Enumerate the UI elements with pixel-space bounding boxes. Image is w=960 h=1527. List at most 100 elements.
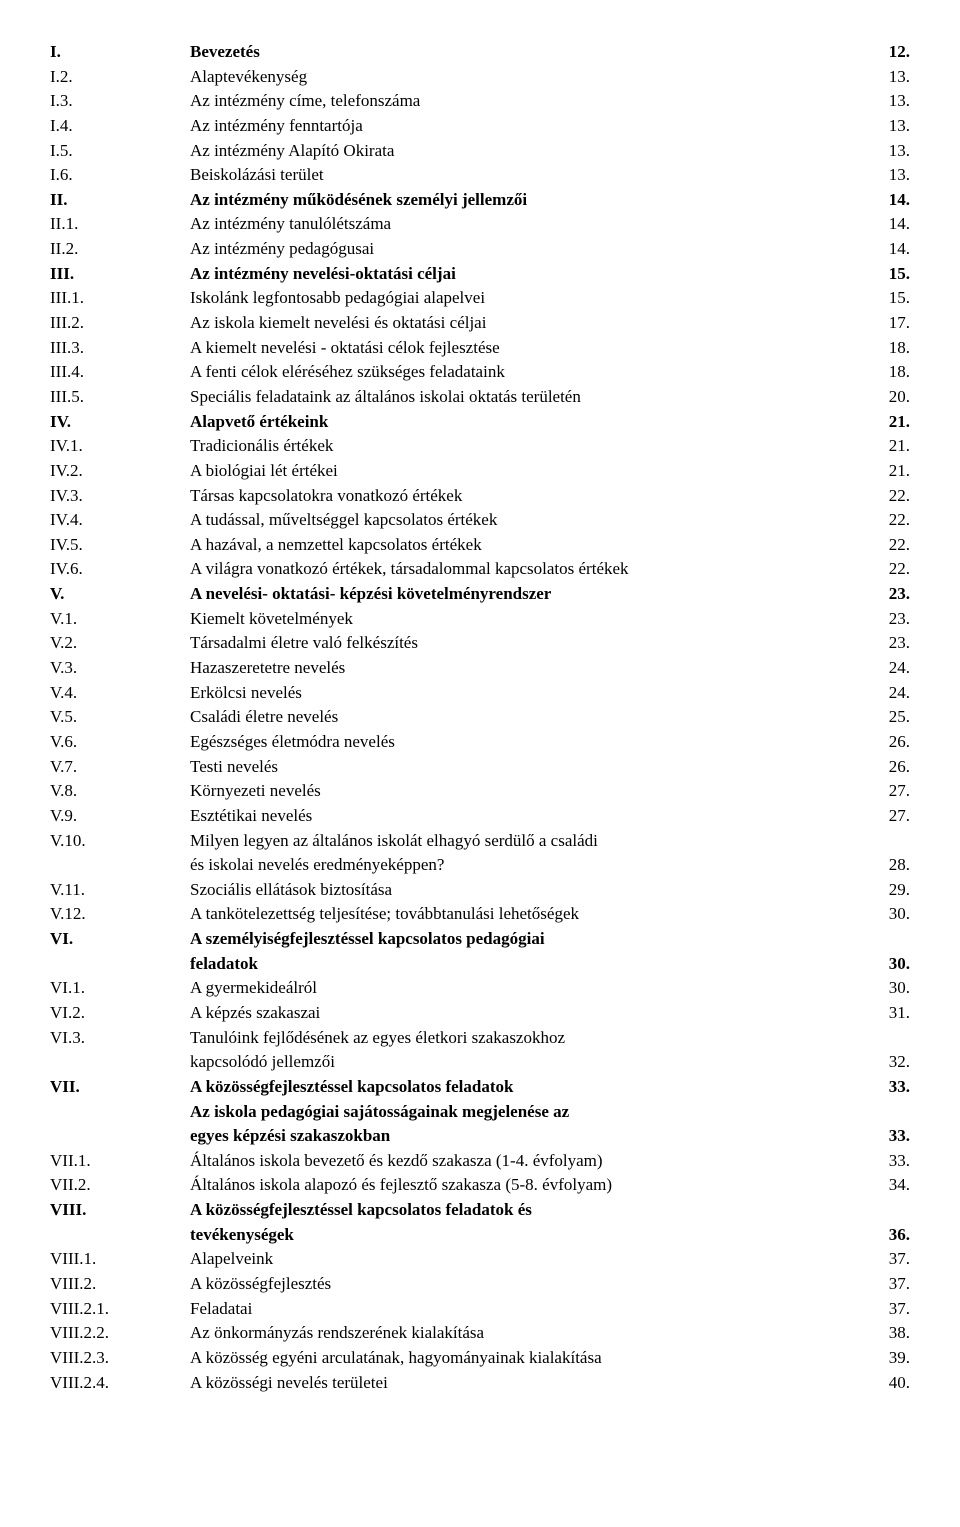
toc-page-number: 15. xyxy=(860,262,910,287)
toc-row: III.Az intézmény nevelési-oktatási célja… xyxy=(50,262,910,287)
toc-page-number: 15. xyxy=(860,286,910,311)
toc-row: V.1.Kiemelt követelmények23. xyxy=(50,607,910,632)
toc-page-number: 23. xyxy=(860,582,910,607)
toc-row: Az iskola pedagógiai sajátosságainak meg… xyxy=(50,1100,910,1125)
toc-page-number: 27. xyxy=(860,779,910,804)
toc-page-number: 14. xyxy=(860,188,910,213)
toc-section-number: VI.3. xyxy=(50,1026,190,1051)
toc-row: V.A nevelési- oktatási- képzési követelm… xyxy=(50,582,910,607)
toc-row: IV.4.A tudással, műveltséggel kapcsolato… xyxy=(50,508,910,533)
toc-row: V.8.Környezeti nevelés27. xyxy=(50,779,910,804)
toc-title: A közösségfejlesztés xyxy=(190,1272,860,1297)
toc-page-number: 23. xyxy=(860,631,910,656)
toc-section-number: VIII.2.3. xyxy=(50,1346,190,1371)
toc-section-number: I.4. xyxy=(50,114,190,139)
toc-title: Szociális ellátások biztosítása xyxy=(190,878,860,903)
toc-page-number: 34. xyxy=(860,1173,910,1198)
toc-section-number: VII.1. xyxy=(50,1149,190,1174)
toc-section-number: II.1. xyxy=(50,212,190,237)
toc-title: A közösség egyéni arculatának, hagyomány… xyxy=(190,1346,860,1371)
toc-section-number: IV.5. xyxy=(50,533,190,558)
toc-title: Családi életre nevelés xyxy=(190,705,860,730)
toc-section-number: I.5. xyxy=(50,139,190,164)
toc-title: A közösségfejlesztéssel kapcsolatos fela… xyxy=(190,1198,860,1223)
toc-section-number: III.1. xyxy=(50,286,190,311)
toc-title: A közösségfejlesztéssel kapcsolatos fela… xyxy=(190,1075,860,1100)
toc-page-number: 25. xyxy=(860,705,910,730)
toc-title: Az intézmény tanulólétszáma xyxy=(190,212,860,237)
toc-title: egyes képzési szakaszokban xyxy=(190,1124,860,1149)
toc-title: A tudással, műveltséggel kapcsolatos ért… xyxy=(190,508,860,533)
toc-title: A hazával, a nemzettel kapcsolatos érték… xyxy=(190,533,860,558)
toc-title: Kiemelt követelmények xyxy=(190,607,860,632)
toc-row: II.2.Az intézmény pedagógusai14. xyxy=(50,237,910,262)
toc-title: Iskolánk legfontosabb pedagógiai alapelv… xyxy=(190,286,860,311)
toc-row: kapcsolódó jellemzői32. xyxy=(50,1050,910,1075)
toc-section-number: VIII.1. xyxy=(50,1247,190,1272)
toc-section-number: VIII. xyxy=(50,1198,190,1223)
toc-row: I.2.Alaptevékenység13. xyxy=(50,65,910,90)
toc-section-number: V.6. xyxy=(50,730,190,755)
toc-row: egyes képzési szakaszokban33. xyxy=(50,1124,910,1149)
toc-row: I.5.Az intézmény Alapító Okirata13. xyxy=(50,139,910,164)
toc-page-number: 14. xyxy=(860,212,910,237)
toc-section-number: IV.3. xyxy=(50,484,190,509)
toc-title: A tankötelezettség teljesítése; továbbta… xyxy=(190,902,860,927)
toc-row: II.Az intézmény működésének személyi jel… xyxy=(50,188,910,213)
toc-row: V.9.Esztétikai nevelés27. xyxy=(50,804,910,829)
toc-row: V.12.A tankötelezettség teljesítése; tov… xyxy=(50,902,910,927)
toc-section-number: VI.1. xyxy=(50,976,190,1001)
toc-section-number: III.3. xyxy=(50,336,190,361)
toc-title: Az intézmény működésének személyi jellem… xyxy=(190,188,860,213)
toc-section-number: I.2. xyxy=(50,65,190,90)
toc-row: VIII.2.2.Az önkormányzás rendszerének ki… xyxy=(50,1321,910,1346)
toc-section-number: V.7. xyxy=(50,755,190,780)
toc-title: és iskolai nevelés eredményeképpen? xyxy=(190,853,860,878)
toc-page-number: 13. xyxy=(860,114,910,139)
toc-section-number: III.5. xyxy=(50,385,190,410)
toc-section-number: IV.6. xyxy=(50,557,190,582)
toc-section-number: VI.2. xyxy=(50,1001,190,1026)
toc-row: III.4.A fenti célok eléréséhez szükséges… xyxy=(50,360,910,385)
toc-title: A világra vonatkozó értékek, társadalomm… xyxy=(190,557,860,582)
toc-page-number: 18. xyxy=(860,336,910,361)
toc-page-number: 29. xyxy=(860,878,910,903)
toc-section-number: I.6. xyxy=(50,163,190,188)
table-of-contents: I.Bevezetés12.I.2.Alaptevékenység13.I.3.… xyxy=(50,40,910,1395)
toc-page-number: 27. xyxy=(860,804,910,829)
toc-section-number: III. xyxy=(50,262,190,287)
toc-title: Az intézmény Alapító Okirata xyxy=(190,139,860,164)
toc-section-number: IV. xyxy=(50,410,190,435)
toc-title: Az intézmény címe, telefonszáma xyxy=(190,89,860,114)
toc-section-number: V.11. xyxy=(50,878,190,903)
toc-row: VI.3.Tanulóink fejlődésének az egyes éle… xyxy=(50,1026,910,1051)
toc-title: Az intézmény fenntartója xyxy=(190,114,860,139)
toc-section-number: III.2. xyxy=(50,311,190,336)
toc-page-number: 30. xyxy=(860,976,910,1001)
toc-page-number: 31. xyxy=(860,1001,910,1026)
toc-section-number: V. xyxy=(50,582,190,607)
toc-section-number: IV.4. xyxy=(50,508,190,533)
toc-page-number: 22. xyxy=(860,508,910,533)
toc-page-number: 36. xyxy=(860,1223,910,1248)
toc-page-number: 30. xyxy=(860,952,910,977)
toc-title: Erkölcsi nevelés xyxy=(190,681,860,706)
toc-row: V.10.Milyen legyen az általános iskolát … xyxy=(50,829,910,854)
toc-row: IV.1.Tradicionális értékek21. xyxy=(50,434,910,459)
toc-row: VIII.1.Alapelveink37. xyxy=(50,1247,910,1272)
toc-section-number: VI. xyxy=(50,927,190,952)
toc-page-number: 13. xyxy=(860,89,910,114)
toc-title: Az intézmény nevelési-oktatási céljai xyxy=(190,262,860,287)
toc-row: VII.A közösségfejlesztéssel kapcsolatos … xyxy=(50,1075,910,1100)
toc-title: Testi nevelés xyxy=(190,755,860,780)
toc-row: V.4.Erkölcsi nevelés24. xyxy=(50,681,910,706)
toc-page-number: 39. xyxy=(860,1346,910,1371)
toc-row: IV.2.A biológiai lét értékei21. xyxy=(50,459,910,484)
toc-page-number: 22. xyxy=(860,557,910,582)
toc-title: Alapvető értékeink xyxy=(190,410,860,435)
toc-page-number: 33. xyxy=(860,1075,910,1100)
toc-page-number: 40. xyxy=(860,1371,910,1396)
toc-title: A személyiségfejlesztéssel kapcsolatos p… xyxy=(190,927,860,952)
toc-section-number: II.2. xyxy=(50,237,190,262)
toc-section-number: V.2. xyxy=(50,631,190,656)
